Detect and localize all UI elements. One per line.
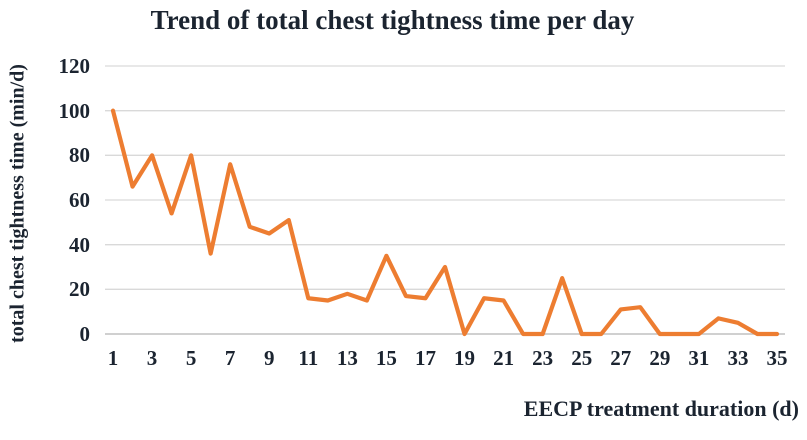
y-tick-label: 0	[79, 322, 91, 346]
x-tick-label: 19	[454, 346, 476, 370]
x-tick-label: 35	[766, 346, 788, 370]
trend-line	[110, 108, 780, 337]
x-tick-label: 23	[532, 346, 554, 370]
x-tick-label: 31	[688, 346, 710, 370]
y-axis-title: total chest tightness time (min/d)	[6, 64, 29, 343]
x-tick-label: 33	[727, 346, 749, 370]
chart-title: Trend of total chest tightness time per …	[150, 5, 635, 35]
x-tick-label: 17	[414, 346, 436, 370]
x-tick-label: 27	[610, 346, 632, 370]
y-tick-label: 120	[58, 54, 91, 78]
x-tick-label: 15	[375, 346, 397, 370]
x-tick-label: 3	[146, 346, 158, 370]
x-tick-label: 25	[571, 346, 593, 370]
x-tick-label: 21	[493, 346, 515, 370]
x-tick-label: 29	[649, 346, 671, 370]
x-tick-label: 9	[263, 346, 275, 370]
y-tick-label: 20	[69, 277, 90, 302]
x-tick-label: 5	[185, 346, 197, 370]
y-tick-label: 60	[69, 188, 90, 212]
x-axis-title: EECP treatment duration (d)	[523, 396, 799, 421]
y-tick-label: 100	[58, 98, 91, 123]
y-tick-label: 40	[69, 232, 90, 257]
x-tick-label: 7	[224, 346, 236, 370]
x-tick-label: 11	[298, 346, 319, 370]
x-tick-label: 1	[107, 346, 119, 370]
x-tick-label: 13	[336, 346, 358, 370]
y-tick-label: 80	[69, 143, 90, 168]
